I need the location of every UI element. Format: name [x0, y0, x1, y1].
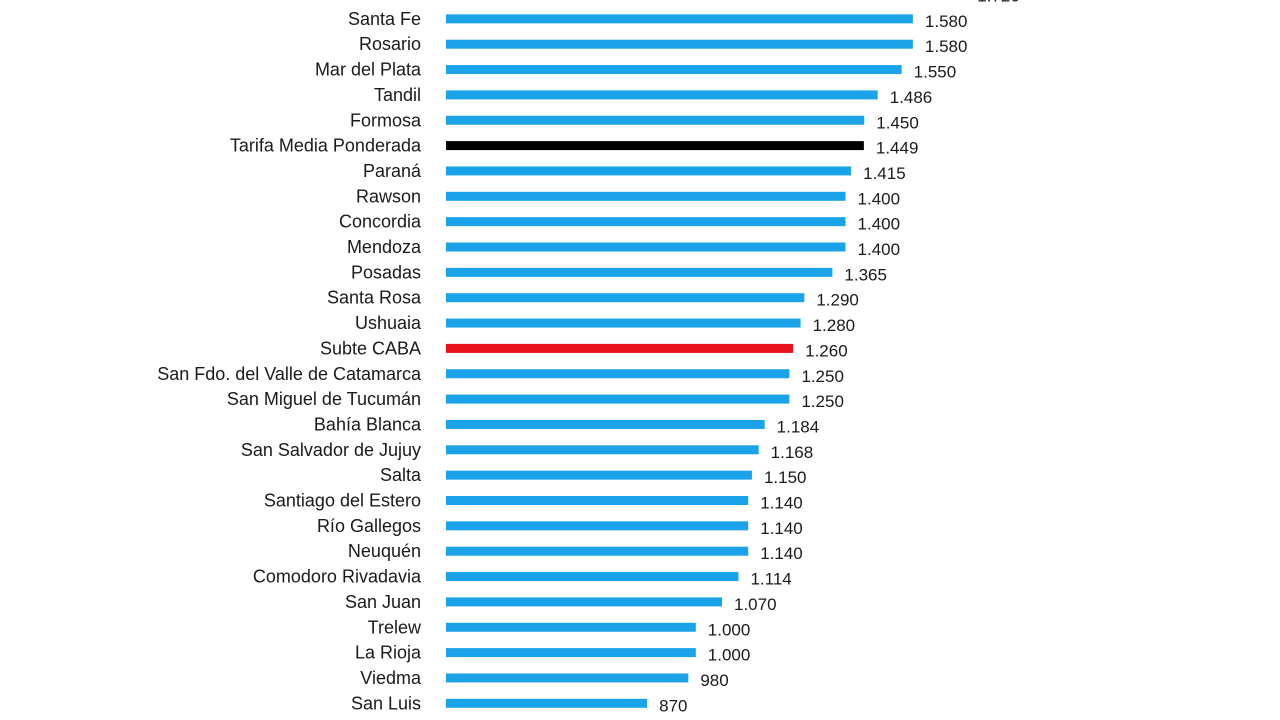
- bar: [446, 39, 913, 49]
- value-label: 1.140: [760, 519, 803, 538]
- category-label: Viedma: [360, 668, 422, 688]
- value-label: 1.150: [764, 468, 807, 487]
- category-label: Santiago del Estero: [264, 491, 421, 511]
- category-label: Mar del Plata: [315, 60, 422, 80]
- bar: [446, 191, 846, 201]
- value-label: 1.250: [801, 392, 844, 411]
- bar: [446, 622, 696, 632]
- category-label: Subte CABA: [320, 338, 421, 358]
- category-label: Trelew: [368, 617, 422, 637]
- category-label: Santa Rosa: [327, 288, 422, 308]
- value-label: 1.400: [858, 240, 901, 259]
- category-label: Salta: [380, 465, 422, 485]
- value-label: 1.114: [750, 570, 791, 589]
- value-label: 1.580: [925, 12, 968, 31]
- value-label: 1.070: [734, 595, 777, 614]
- category-label: Ushuaia: [355, 313, 422, 333]
- category-label: Formosa: [350, 110, 422, 130]
- bar: [446, 419, 765, 429]
- bar: [446, 521, 749, 531]
- bar: [446, 496, 749, 505]
- bar: [446, 217, 846, 227]
- category-label: Mendoza: [347, 237, 422, 257]
- category-label: San Miguel de Tucumán: [227, 389, 421, 409]
- category-label: Río Gallegos: [317, 516, 421, 536]
- category-label: Posadas: [351, 262, 421, 282]
- category-label: Tandil: [374, 85, 421, 105]
- category-label: Bahía Blanca: [314, 414, 422, 434]
- value-label: 1.280: [813, 316, 856, 335]
- bar: [446, 648, 696, 658]
- bar: [446, 470, 752, 480]
- bar: [446, 318, 801, 328]
- value-label: 870: [659, 696, 687, 715]
- value-label: 1.250: [801, 367, 844, 386]
- category-label: SM: [394, 719, 421, 720]
- bar: [446, 369, 790, 379]
- category-label: San Juan: [345, 592, 421, 612]
- category-label: Paraná: [363, 161, 422, 181]
- value-label: 1.140: [760, 544, 803, 563]
- value-label: 1.400: [858, 215, 901, 234]
- category-label: Comodoro Rivadavia: [253, 567, 422, 587]
- bar: [446, 65, 902, 75]
- bar: [446, 14, 913, 24]
- category-label: Santa Fe: [348, 9, 421, 29]
- value-label: 1.365: [844, 265, 887, 284]
- value-label: 1.415: [863, 164, 906, 183]
- category-label: Tarifa Media Ponderada: [230, 136, 422, 156]
- value-label: 1.140: [760, 494, 803, 513]
- value-label: 1.184: [777, 417, 820, 436]
- bar: [446, 141, 864, 151]
- value-label: 1.000: [708, 620, 751, 639]
- value-label: 1.260: [805, 341, 848, 360]
- category-label: Córdoba: [352, 0, 422, 4]
- value-label: 1.450: [876, 113, 919, 132]
- value-label: 1.400: [858, 189, 901, 208]
- bar: [446, 546, 749, 556]
- category-label: San Luis: [351, 693, 421, 713]
- bar: [446, 698, 648, 708]
- category-label: San Salvador de Jujuy: [241, 440, 421, 460]
- bar: [446, 445, 759, 455]
- bar: [446, 242, 846, 252]
- bar: [446, 90, 878, 100]
- value-label: 1.580: [925, 37, 968, 56]
- bar: [446, 572, 739, 582]
- bar: [446, 267, 833, 277]
- bar: [446, 597, 723, 607]
- bar: [446, 343, 794, 353]
- bar: [446, 293, 805, 303]
- category-label: Rawson: [356, 186, 421, 206]
- value-label: 1.486: [890, 88, 933, 107]
- value-label: 980: [700, 671, 728, 690]
- bar: [446, 115, 865, 125]
- value-label: 1.290: [816, 291, 859, 310]
- category-label: San Fdo. del Valle de Catamarca: [157, 364, 422, 384]
- value-label: 1.449: [876, 139, 919, 158]
- value-label: 1.168: [771, 443, 814, 462]
- category-label: Neuquén: [348, 541, 421, 561]
- category-label: Concordia: [339, 212, 422, 232]
- bar: [446, 166, 852, 176]
- category-label: La Rioja: [355, 643, 422, 663]
- category-label: Rosario: [359, 34, 421, 54]
- bar: [446, 673, 689, 683]
- value-label: 1.000: [708, 646, 751, 665]
- value-label: 1.550: [914, 63, 957, 82]
- value-label: 1.720: [977, 0, 1020, 6]
- bar: [446, 394, 790, 404]
